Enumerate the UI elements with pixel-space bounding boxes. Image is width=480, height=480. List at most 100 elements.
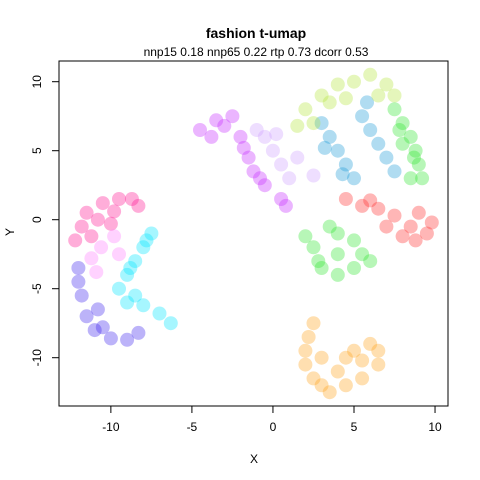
x-tick-label: 0 — [270, 420, 277, 434]
data-point — [392, 123, 406, 137]
data-point — [307, 116, 321, 130]
data-point — [128, 289, 142, 303]
series-0 — [68, 192, 145, 247]
data-point — [298, 358, 312, 372]
data-point — [379, 151, 393, 165]
data-point — [311, 254, 325, 268]
x-tick-label: -10 — [102, 420, 120, 434]
data-point — [371, 89, 385, 103]
data-point — [266, 144, 280, 158]
data-point — [339, 378, 353, 392]
data-point — [217, 119, 231, 133]
data-point — [331, 78, 345, 92]
series-7 — [290, 68, 401, 133]
data-point — [425, 216, 439, 230]
data-point — [318, 141, 332, 155]
y-axis: -10 -5 0 5 10 — [30, 75, 59, 367]
data-point — [91, 213, 105, 227]
data-point — [153, 307, 167, 321]
data-point — [307, 169, 321, 183]
data-point — [250, 123, 264, 137]
data-point — [112, 282, 126, 296]
data-point — [269, 127, 283, 141]
y-tick-label: -10 — [30, 349, 44, 367]
data-point — [396, 137, 410, 151]
data-point — [107, 204, 121, 218]
data-point — [282, 171, 296, 185]
x-tick-label: 10 — [428, 420, 442, 434]
data-point — [298, 344, 312, 358]
data-point — [89, 265, 103, 279]
data-point — [407, 151, 421, 165]
data-point — [336, 167, 350, 181]
data-point — [131, 199, 145, 213]
data-point — [331, 268, 345, 282]
data-point — [347, 261, 361, 275]
data-point — [298, 102, 312, 116]
data-point — [302, 330, 316, 344]
series-2 — [71, 261, 145, 347]
data-point — [409, 233, 423, 247]
data-point — [371, 344, 385, 358]
data-point — [68, 233, 82, 247]
x-axis: -10 -5 0 5 10 — [102, 406, 442, 434]
data-point — [363, 68, 377, 82]
data-point — [355, 354, 369, 368]
data-point — [355, 247, 369, 261]
data-point — [347, 233, 361, 247]
data-point — [71, 275, 85, 289]
data-point — [279, 199, 293, 213]
data-point — [84, 229, 98, 243]
data-point — [331, 144, 345, 158]
data-point — [388, 164, 402, 178]
data-point — [204, 130, 218, 144]
data-point — [315, 351, 329, 365]
data-point — [415, 171, 429, 185]
data-point — [274, 158, 288, 172]
data-point — [347, 75, 361, 89]
data-point — [71, 261, 85, 275]
data-point — [339, 91, 353, 105]
points-layer — [68, 68, 439, 399]
data-point — [412, 206, 426, 220]
data-point — [363, 193, 377, 207]
data-point — [96, 196, 110, 210]
y-tick-label: 10 — [30, 75, 44, 89]
x-tick-label: 5 — [351, 420, 358, 434]
y-axis-label: Y — [3, 228, 17, 236]
data-point — [104, 217, 118, 231]
y-tick-label: 0 — [30, 216, 44, 223]
data-point — [94, 240, 108, 254]
data-point — [164, 316, 178, 330]
data-point — [388, 89, 402, 103]
data-point — [379, 220, 393, 234]
data-point — [331, 365, 345, 379]
data-point — [363, 123, 377, 137]
data-point — [355, 109, 369, 123]
chart-title: fashion t-umap — [206, 25, 306, 41]
data-point — [307, 316, 321, 330]
data-point — [371, 137, 385, 151]
data-point — [298, 229, 312, 243]
data-point — [84, 251, 98, 265]
x-axis-label: X — [250, 452, 258, 466]
data-point — [96, 320, 110, 334]
data-point — [131, 326, 145, 340]
data-point — [323, 95, 337, 109]
y-tick-label: -5 — [30, 283, 44, 294]
data-point — [107, 229, 121, 243]
data-point — [140, 233, 154, 247]
chart-subtitle: nnp15 0.18 nnp65 0.22 rtp 0.73 dcorr 0.5… — [144, 45, 369, 59]
x-tick-label: -5 — [187, 420, 198, 434]
data-point — [290, 151, 304, 165]
series-1 — [112, 227, 178, 331]
data-point — [290, 119, 304, 133]
series-10 — [298, 316, 385, 399]
y-tick-label: 5 — [30, 147, 44, 154]
data-point — [323, 220, 337, 234]
data-point — [123, 261, 137, 275]
data-point — [339, 192, 353, 206]
data-point — [253, 171, 267, 185]
data-point — [355, 371, 369, 385]
